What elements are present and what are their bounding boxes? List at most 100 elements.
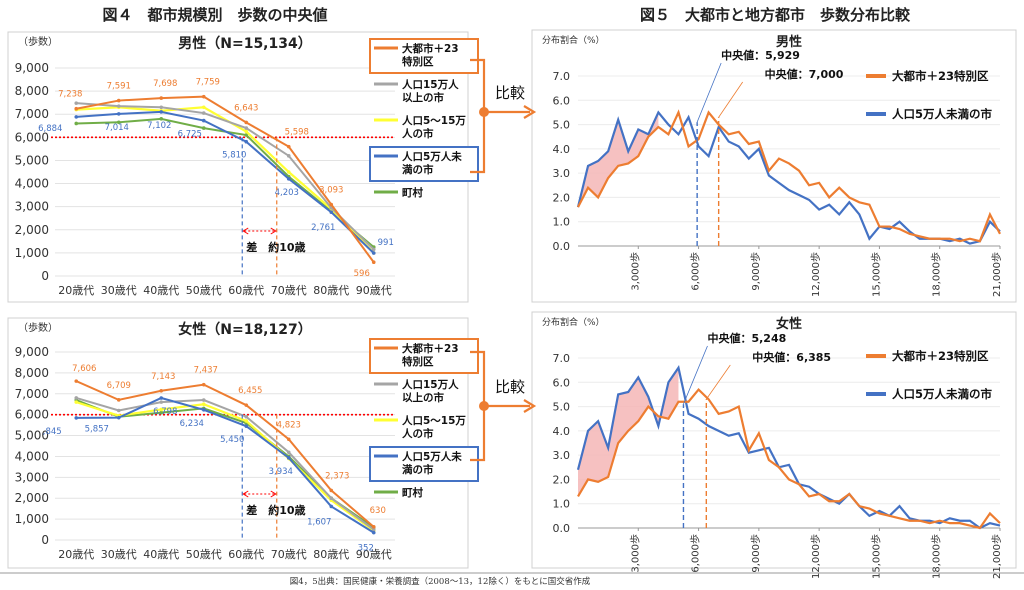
x-tick-label: 18,000歩: [930, 534, 943, 579]
y-tick-label: 5.0: [553, 401, 571, 414]
chart-title: 男性: [776, 34, 802, 50]
data-point-small: [371, 251, 376, 255]
fig4-female-panel: （歩数） 女性（N=18,127） 0 1,000 2,000 3,000 4,000 5,0…: [7, 317, 479, 569]
legend-label-metro: 大都市＋23特別区: [892, 349, 989, 363]
data-point-c15: [74, 396, 79, 400]
y-tick-label: 9,000: [15, 345, 49, 359]
data-point-c5: [201, 105, 206, 110]
y-tick-label: 3.0: [553, 449, 571, 462]
legend-label2-c5: 人の市: [402, 427, 434, 440]
fig4-title: 図４ 都市規模別 歩数の中央値: [102, 6, 327, 24]
data-point-small: [74, 115, 79, 119]
data-point-town: [159, 117, 164, 121]
data-label-small: ,845: [43, 427, 62, 437]
data-point-metro: [201, 94, 206, 99]
fig5-male-panel: 分布割合（%） 男性 0.0 1.0 2.0 3.0 4.0 5.0 6.0 7.0 3,000歩 6…: [531, 29, 1017, 303]
y-tick-label: 5,000: [15, 429, 49, 443]
data-label-small: 7,014: [105, 123, 129, 133]
data-point-town: [159, 410, 164, 415]
data-point-c15: [74, 101, 79, 105]
y-tick-label: 7.0: [553, 70, 571, 83]
y-tick-label: 6,000: [15, 408, 49, 422]
x-tick-label: 80歳代: [313, 284, 349, 297]
x-tick-label: 15,000歩: [869, 252, 882, 297]
data-point-metro: [74, 379, 79, 383]
data-point-small: [201, 407, 206, 412]
x-tick-label: 90歳代: [356, 284, 392, 297]
data-label-small: 5,810: [222, 151, 246, 161]
data-point-small: [244, 139, 249, 144]
data-label-metro: 5,598: [285, 128, 309, 138]
data-point-c15: [329, 496, 334, 501]
y-axis-label: （歩数）: [18, 321, 58, 334]
y-tick-label: 0: [41, 269, 49, 283]
x-tick-label: 3,000歩: [628, 252, 641, 291]
data-point-town: [74, 121, 79, 126]
chart-title: 女性（N=18,127）: [178, 321, 311, 338]
y-tick-label: 0.0: [553, 240, 571, 253]
compare-label: 比較: [495, 378, 525, 396]
data-label-metro: 7,698: [153, 79, 177, 89]
legend-label-metro: 大都市＋23: [402, 342, 459, 355]
data-point-metro: [116, 98, 121, 103]
x-tick-label: 70歳代: [271, 284, 307, 297]
y-tick-label: 2,000: [15, 223, 49, 237]
data-point-c5: [244, 129, 249, 134]
y-tick-label: 4,000: [15, 449, 49, 463]
compare-connector-bottom: 比較: [470, 350, 537, 462]
data-point-c15: [286, 450, 291, 455]
data-label-small: 352: [358, 544, 374, 554]
series-line-metro: [577, 109, 1001, 243]
data-label-small: 2,761: [311, 223, 335, 233]
y-axis-label: 分布割合（%）: [542, 34, 605, 46]
median-label-metro: 中央値：7,000: [765, 67, 844, 81]
y-tick-label: 1.0: [553, 216, 571, 229]
legend-label-c15: 人口15万人: [402, 378, 459, 391]
y-tick-label: 0.0: [553, 522, 571, 535]
series-line-c5: [76, 106, 375, 254]
x-tick-label: 18,000歩: [930, 252, 943, 297]
y-axis-label: 分布割合（%）: [542, 316, 605, 328]
data-label-metro: 7,238: [58, 90, 82, 100]
y-tick-label: 3,000: [15, 470, 49, 484]
data-label-metro: 4,823: [277, 420, 301, 430]
data-point-small: [286, 177, 291, 181]
x-tick-label: 20歳代: [58, 548, 94, 561]
data-point-town: [201, 126, 206, 130]
data-point-small: [371, 530, 376, 535]
data-label-small: 6,798: [153, 407, 177, 417]
median-label-small: 中央値：5,248: [707, 331, 786, 345]
data-point-c5: [159, 407, 164, 412]
gap-arrowhead-left: [242, 227, 249, 235]
y-tick-label: 1,000: [15, 246, 49, 260]
legend-box-metro: [369, 38, 479, 74]
y-tick-label: 5.0: [553, 119, 571, 132]
data-label-small: 1,607: [307, 517, 331, 527]
series-line-metro: [76, 95, 375, 263]
series-line-c15: [76, 102, 375, 251]
gap-arrowhead-right: [270, 227, 277, 235]
compare-arrowhead: [523, 105, 537, 119]
x-tick-label: 70歳代: [271, 548, 307, 561]
legend-label-metro: 大都市＋23: [402, 42, 459, 55]
x-tick-label: 30歳代: [101, 548, 137, 561]
legend-label2-small: 満の市: [402, 163, 434, 176]
legend-label-c15: 人口15万人: [402, 78, 459, 91]
data-label-small: 7,102: [147, 121, 171, 131]
legend-box-metro: [369, 338, 479, 374]
legend-label-c5: 人口5～15万: [402, 414, 466, 427]
data-point-c15: [116, 104, 121, 108]
y-tick-label: 5,000: [15, 153, 49, 167]
data-point-town: [244, 133, 249, 137]
data-label-metro: 2,373: [325, 471, 349, 481]
median-label-small: 中央値：5,929: [721, 48, 800, 62]
data-point-c15: [159, 400, 164, 404]
data-point-small: [244, 424, 249, 428]
data-point-small: [159, 396, 164, 400]
data-point-c15: [244, 126, 249, 130]
difference-shading: [578, 367, 679, 497]
legend-label-c5: 人口5～15万: [402, 114, 466, 127]
data-point-metro: [286, 437, 291, 442]
data-label-small: 6,234: [180, 419, 204, 429]
data-point-c15: [159, 105, 164, 110]
